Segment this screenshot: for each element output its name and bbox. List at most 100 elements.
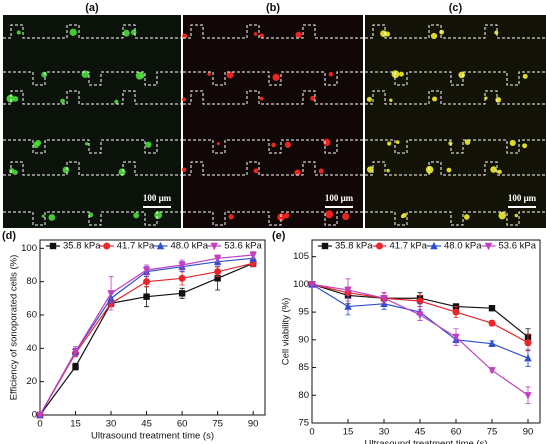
cell — [389, 98, 393, 102]
cell — [384, 31, 391, 37]
cell — [207, 72, 211, 76]
cell — [154, 211, 163, 219]
cell — [458, 71, 466, 79]
cell — [328, 72, 334, 77]
cell — [463, 214, 470, 220]
point — [416, 297, 424, 305]
cell — [16, 30, 21, 35]
cell — [514, 213, 519, 218]
y-tick-label: 40 — [26, 343, 37, 354]
point — [416, 311, 424, 320]
channel — [183, 24, 363, 39]
point — [178, 261, 186, 270]
x-tick-label: 0 — [37, 419, 42, 430]
point — [142, 266, 151, 275]
point — [213, 255, 222, 263]
cell — [366, 96, 372, 102]
cell — [182, 33, 188, 39]
scale-bar-label: 100 μm — [508, 193, 537, 203]
x-tick-label: 60 — [177, 419, 188, 430]
panel-label: (b) — [266, 2, 280, 14]
cell — [145, 141, 152, 148]
cell — [181, 97, 186, 102]
cell — [509, 139, 516, 146]
legend-label: 41.7 kPa — [390, 241, 428, 252]
scale-bar-label: 100 μm — [143, 193, 172, 203]
cell — [12, 169, 18, 175]
y-tick-label: 90 — [298, 334, 309, 345]
cell — [181, 167, 187, 173]
legend-label: 53.6 kPa — [499, 241, 537, 252]
panel-label: (c) — [449, 2, 463, 14]
cell — [398, 71, 404, 77]
y-tick-label: 85 — [298, 362, 309, 373]
y-tick-label: 80 — [298, 390, 309, 401]
legend-marker — [321, 242, 329, 250]
point — [524, 353, 532, 362]
point — [488, 305, 496, 312]
y-axis-title: Efficiency of sonoporated cells (%) — [9, 255, 20, 401]
cell — [425, 165, 434, 174]
cell — [277, 213, 285, 221]
point — [488, 339, 496, 347]
point — [178, 290, 186, 297]
point — [36, 411, 44, 420]
legend-marker — [156, 241, 165, 250]
channel — [3, 211, 181, 226]
micrograph — [365, 15, 546, 228]
y-tick-label: 100 — [21, 243, 37, 254]
legend-marker — [103, 242, 111, 250]
cell — [367, 166, 374, 173]
channel — [3, 90, 181, 105]
cell — [138, 72, 145, 79]
scale-bar-label: 100 μm — [325, 193, 354, 203]
cell — [283, 212, 290, 219]
channel — [183, 139, 363, 154]
channel — [183, 71, 363, 86]
x-tick-label: 15 — [343, 427, 354, 438]
cell — [41, 71, 48, 78]
channel — [183, 90, 363, 105]
cell — [272, 73, 280, 81]
cell — [323, 138, 331, 147]
channel — [365, 139, 546, 154]
point — [214, 275, 221, 282]
point — [178, 274, 186, 282]
cell — [318, 168, 324, 174]
cell — [48, 214, 56, 221]
cell — [294, 169, 301, 176]
legend-marker — [210, 242, 218, 251]
cell — [12, 96, 19, 102]
x-tick-label: 0 — [309, 427, 314, 438]
cell — [490, 166, 497, 173]
cell — [114, 99, 119, 104]
y-tick-label: 0 — [32, 410, 37, 421]
point — [344, 286, 352, 295]
legend-marker — [49, 242, 57, 250]
legend-marker — [376, 242, 383, 250]
cell — [6, 94, 15, 103]
y-tick-label: 75 — [298, 418, 309, 429]
point — [524, 339, 532, 347]
point — [344, 302, 352, 310]
chart-label: (d) — [2, 230, 16, 242]
cell — [464, 139, 471, 145]
cell — [387, 141, 392, 146]
cell — [400, 214, 405, 219]
legend-label: 35.8 kPa — [335, 241, 373, 252]
channel — [183, 211, 363, 226]
cell — [497, 169, 502, 175]
x-tick-label: 30 — [379, 427, 390, 438]
point — [488, 367, 496, 375]
cell — [271, 142, 276, 148]
cell — [395, 140, 400, 144]
x-tick-label: 45 — [141, 419, 152, 430]
cell — [295, 31, 302, 39]
point — [107, 290, 115, 298]
channel — [3, 139, 181, 154]
panel-label: (a) — [85, 2, 99, 14]
point — [452, 333, 460, 342]
cell — [439, 29, 445, 35]
cell — [118, 168, 126, 176]
